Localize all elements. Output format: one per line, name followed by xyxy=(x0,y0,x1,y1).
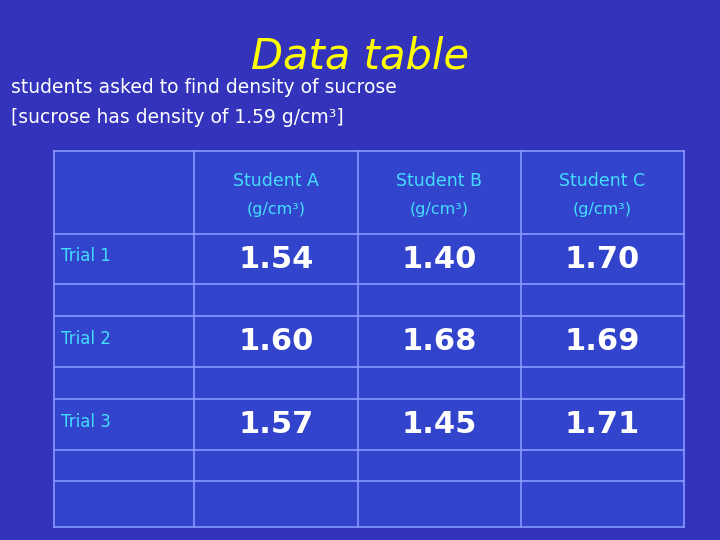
Text: 1.45: 1.45 xyxy=(402,410,477,438)
Text: 1.57: 1.57 xyxy=(238,410,314,438)
Text: 1.60: 1.60 xyxy=(238,327,314,356)
Text: 1.69: 1.69 xyxy=(564,327,640,356)
Text: Student B: Student B xyxy=(396,172,482,190)
Text: 1.71: 1.71 xyxy=(564,410,640,438)
Text: Trial 1: Trial 1 xyxy=(61,247,111,265)
Bar xyxy=(54,151,684,526)
Text: 1.70: 1.70 xyxy=(564,245,640,274)
Text: 1.68: 1.68 xyxy=(402,327,477,356)
Text: Student A: Student A xyxy=(233,172,319,190)
Text: [sucrose has density of 1.59 g/cm³]: [sucrose has density of 1.59 g/cm³] xyxy=(11,108,343,127)
Text: Student C: Student C xyxy=(559,172,645,190)
Text: students asked to find density of sucrose: students asked to find density of sucros… xyxy=(11,78,397,97)
Text: (g/cm³): (g/cm³) xyxy=(573,202,632,217)
Text: Trial 3: Trial 3 xyxy=(61,413,111,430)
Text: (g/cm³): (g/cm³) xyxy=(410,202,469,217)
Text: 1.54: 1.54 xyxy=(238,245,314,274)
Text: Trial 2: Trial 2 xyxy=(61,330,111,348)
Text: Data table: Data table xyxy=(251,35,469,77)
Text: (g/cm³): (g/cm³) xyxy=(246,202,305,217)
Text: 1.40: 1.40 xyxy=(402,245,477,274)
